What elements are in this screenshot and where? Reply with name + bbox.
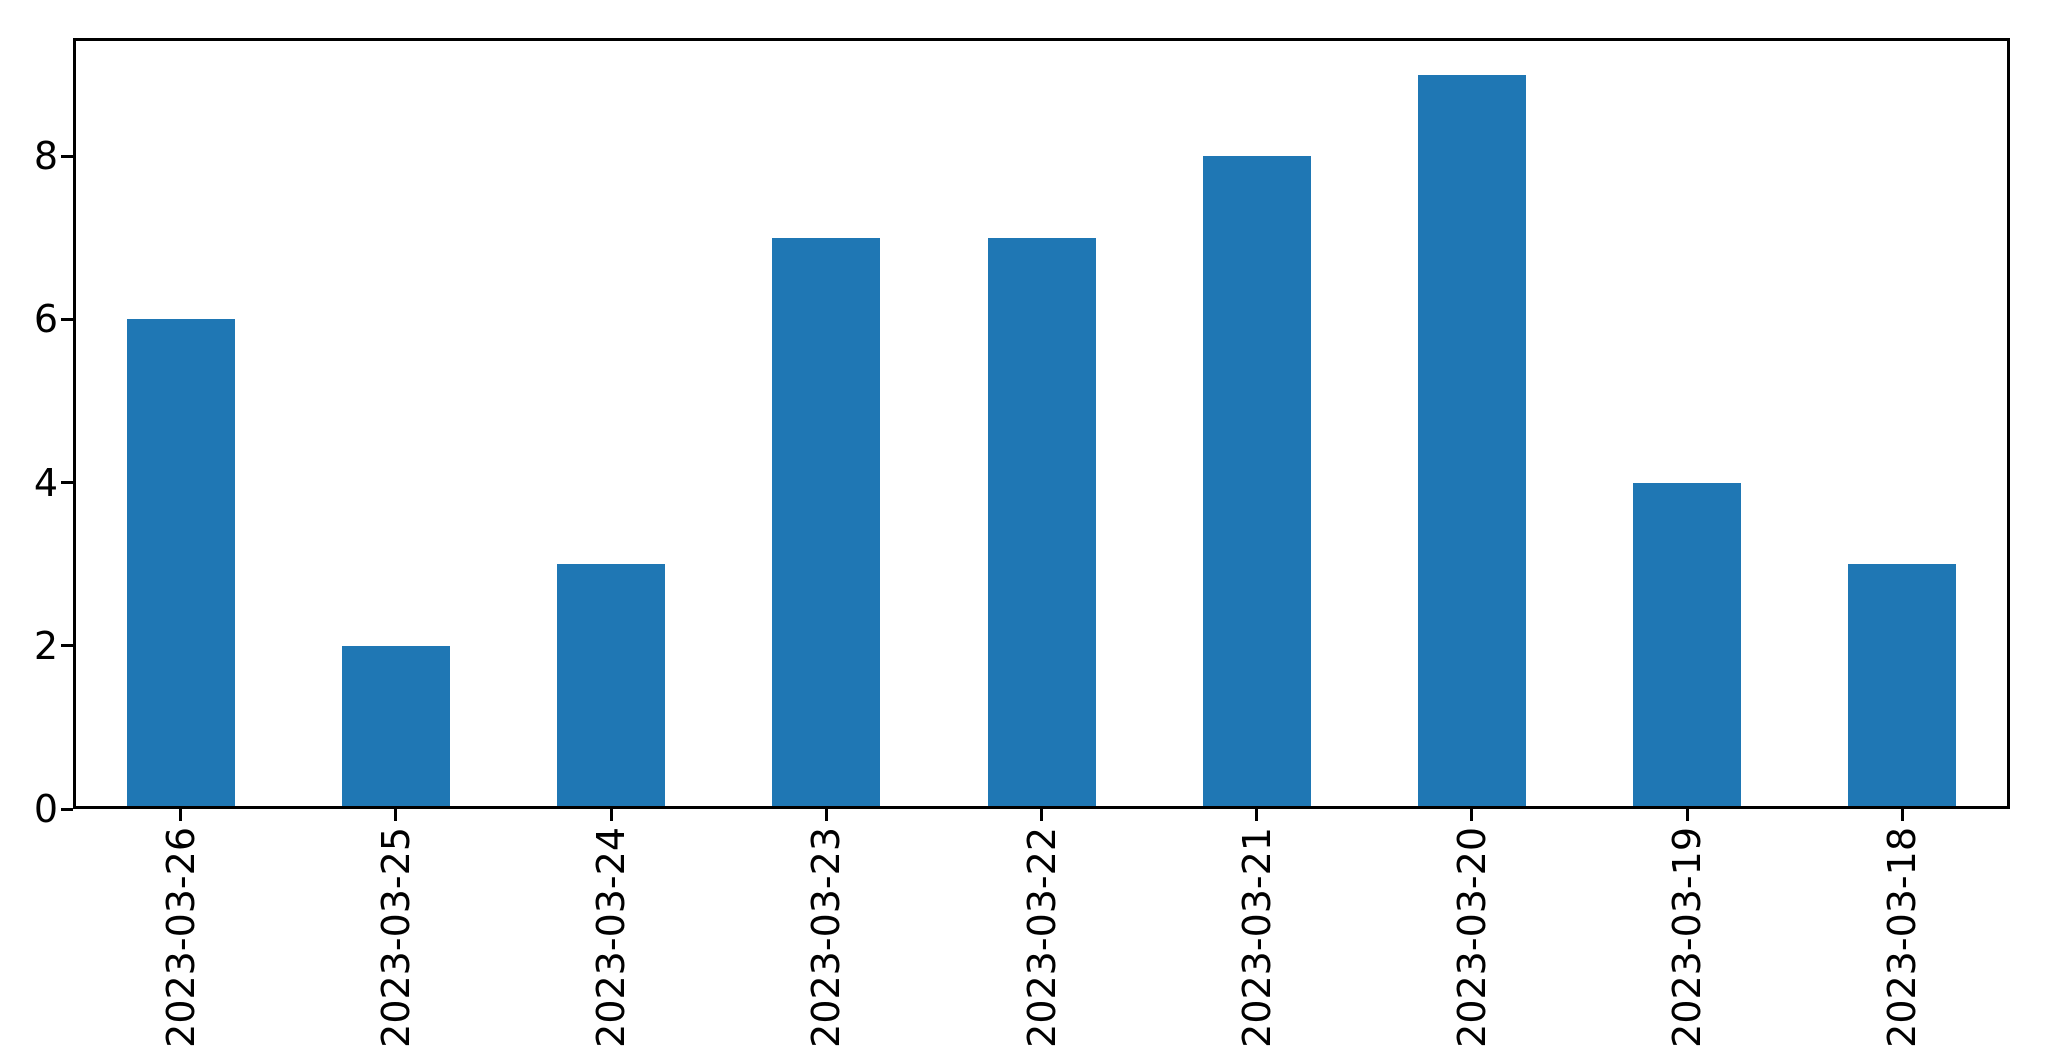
bar — [1417, 74, 1526, 809]
x-tick-mark — [1255, 809, 1259, 821]
bar — [1202, 156, 1311, 809]
y-tick-label: 0 — [33, 787, 58, 831]
x-tick-mark — [1040, 809, 1043, 821]
x-tick-mark — [1470, 809, 1474, 821]
y-tick-label: 4 — [33, 460, 58, 505]
y-tick-label: 6 — [33, 297, 58, 342]
y-tick-mark — [61, 154, 73, 158]
y-tick-mark — [61, 481, 73, 485]
y-tick-mark — [61, 317, 73, 321]
bar — [557, 564, 666, 809]
bar — [126, 319, 235, 809]
y-tick-label: 8 — [33, 134, 58, 179]
x-tick-mark — [1685, 809, 1689, 821]
bar — [341, 645, 450, 809]
y-tick-mark — [61, 807, 73, 811]
y-tick-mark — [61, 644, 73, 648]
x-tick-mark — [179, 809, 183, 821]
bar — [987, 237, 1096, 809]
x-tick-mark — [394, 809, 398, 821]
x-tick-mark — [1900, 809, 1904, 821]
bar — [1633, 482, 1742, 809]
x-tick-label: 2023-03-19 — [1665, 827, 1710, 1048]
x-tick-label: 2023-03-22 — [1019, 827, 1064, 1048]
y-tick-label: 2 — [33, 623, 58, 668]
x-tick-label: 2023-03-18 — [1880, 827, 1925, 1048]
bar — [772, 237, 881, 809]
x-tick-label: 2023-03-20 — [1449, 827, 1494, 1048]
x-tick-label: 2023-03-25 — [373, 827, 418, 1048]
x-tick-label: 2023-03-23 — [804, 827, 849, 1048]
x-tick-label: 2023-03-21 — [1234, 827, 1279, 1048]
x-tick-mark — [824, 809, 828, 821]
x-tick-label: 2023-03-26 — [158, 827, 203, 1048]
x-tick-label: 2023-03-24 — [589, 827, 634, 1048]
x-tick-mark — [609, 809, 613, 821]
bar — [1848, 564, 1957, 809]
